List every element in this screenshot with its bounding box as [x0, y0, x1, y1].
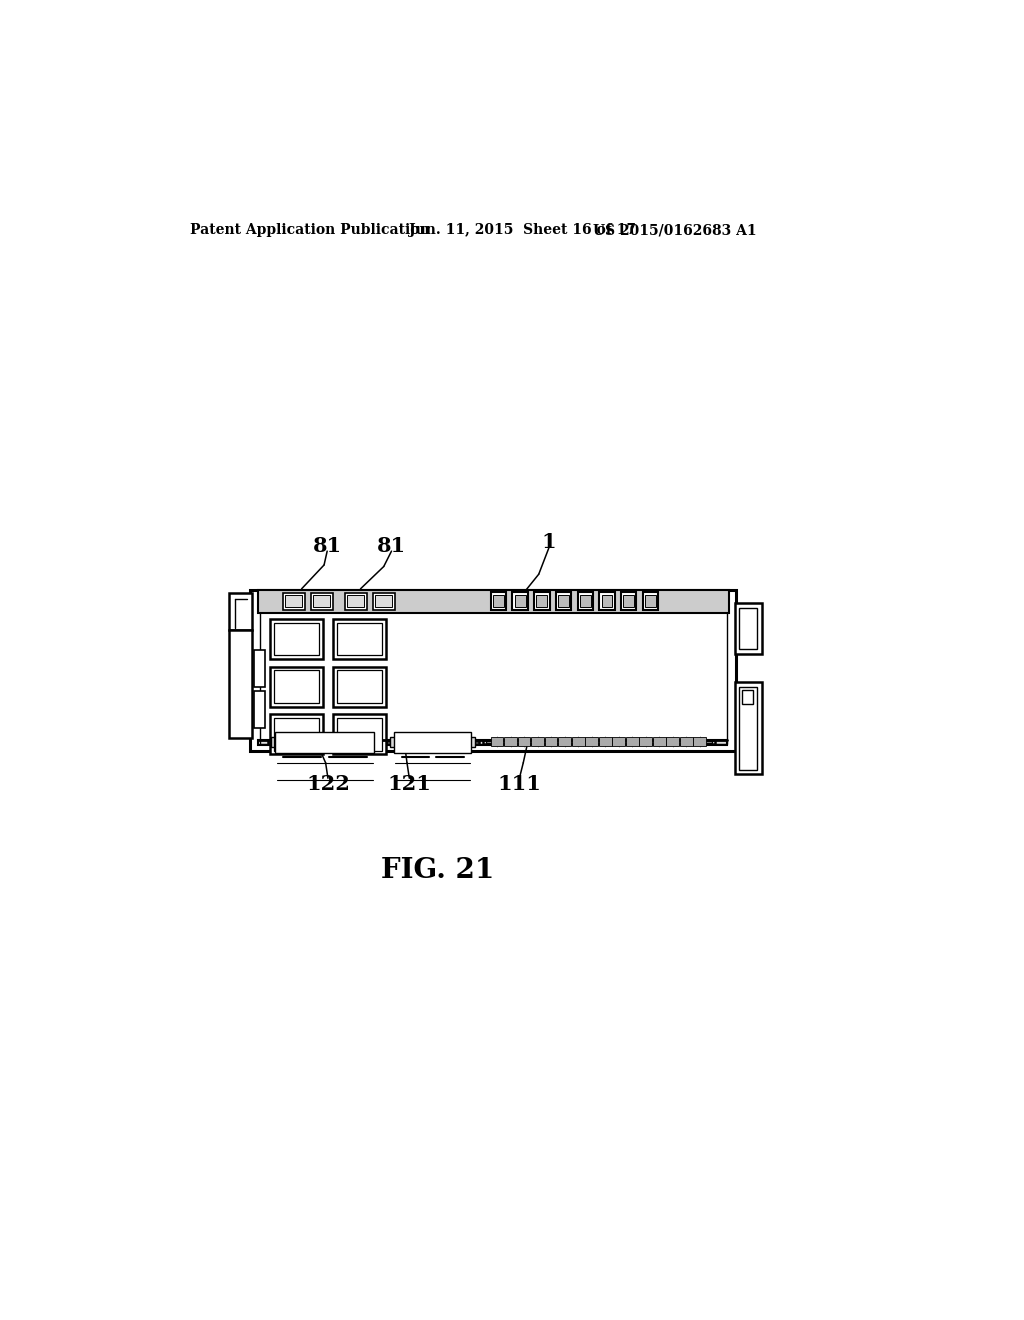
- Bar: [228, 631, 252, 738]
- Bar: [580, 595, 591, 607]
- Bar: [639, 738, 652, 746]
- Bar: [254, 649, 265, 686]
- Bar: [612, 738, 625, 746]
- Text: FIG. 21: FIG. 21: [381, 857, 495, 884]
- Bar: [373, 593, 394, 610]
- Bar: [626, 738, 639, 746]
- Bar: [270, 714, 323, 755]
- Bar: [334, 619, 386, 659]
- Bar: [735, 603, 762, 653]
- Bar: [390, 738, 475, 747]
- Bar: [586, 738, 598, 746]
- Bar: [258, 739, 727, 744]
- Bar: [537, 595, 547, 607]
- Bar: [490, 738, 504, 746]
- Bar: [334, 667, 386, 706]
- Bar: [273, 718, 318, 751]
- Bar: [624, 595, 634, 607]
- Bar: [228, 594, 252, 631]
- Bar: [337, 623, 382, 655]
- Text: 81: 81: [312, 536, 342, 556]
- Bar: [599, 738, 611, 746]
- Bar: [531, 738, 544, 746]
- Bar: [483, 739, 715, 743]
- Bar: [653, 738, 666, 746]
- Bar: [738, 686, 758, 770]
- Bar: [394, 733, 471, 752]
- Bar: [270, 667, 323, 706]
- Bar: [260, 597, 727, 743]
- Bar: [645, 595, 655, 607]
- Bar: [599, 591, 614, 610]
- Bar: [558, 738, 571, 746]
- Bar: [313, 595, 331, 607]
- Bar: [258, 590, 729, 612]
- Bar: [535, 591, 550, 610]
- Bar: [504, 738, 517, 746]
- Bar: [251, 590, 736, 751]
- Bar: [386, 742, 479, 743]
- Bar: [578, 591, 593, 610]
- Bar: [493, 595, 504, 607]
- Bar: [311, 593, 333, 610]
- Bar: [741, 689, 753, 704]
- Bar: [518, 738, 530, 746]
- Bar: [486, 741, 712, 743]
- Text: 81: 81: [377, 536, 407, 556]
- Bar: [375, 595, 392, 607]
- Text: Patent Application Publication: Patent Application Publication: [190, 223, 430, 238]
- Bar: [515, 595, 525, 607]
- Text: 1: 1: [542, 532, 556, 552]
- Bar: [283, 593, 305, 610]
- Bar: [571, 738, 585, 746]
- Bar: [601, 595, 612, 607]
- Bar: [558, 595, 569, 607]
- Text: 111: 111: [498, 774, 542, 793]
- Bar: [693, 738, 707, 746]
- Bar: [680, 738, 692, 746]
- Bar: [738, 609, 758, 649]
- Bar: [345, 593, 367, 610]
- Text: US 2015/0162683 A1: US 2015/0162683 A1: [593, 223, 757, 238]
- Bar: [270, 619, 323, 659]
- Bar: [273, 671, 318, 702]
- Bar: [267, 742, 382, 743]
- Bar: [273, 623, 318, 655]
- Text: Jun. 11, 2015  Sheet 16 of 17: Jun. 11, 2015 Sheet 16 of 17: [410, 223, 636, 238]
- Bar: [254, 692, 265, 729]
- Bar: [275, 733, 375, 752]
- Bar: [334, 714, 386, 755]
- Text: 122: 122: [306, 774, 350, 793]
- Bar: [621, 591, 636, 610]
- Bar: [337, 671, 382, 702]
- Bar: [545, 738, 557, 746]
- Bar: [735, 682, 762, 775]
- Bar: [271, 738, 378, 747]
- Bar: [347, 595, 365, 607]
- Bar: [643, 591, 658, 610]
- Bar: [512, 591, 528, 610]
- Bar: [337, 718, 382, 751]
- Bar: [667, 738, 679, 746]
- Text: 121: 121: [387, 774, 431, 793]
- Bar: [556, 591, 571, 610]
- Bar: [490, 591, 506, 610]
- Bar: [286, 595, 302, 607]
